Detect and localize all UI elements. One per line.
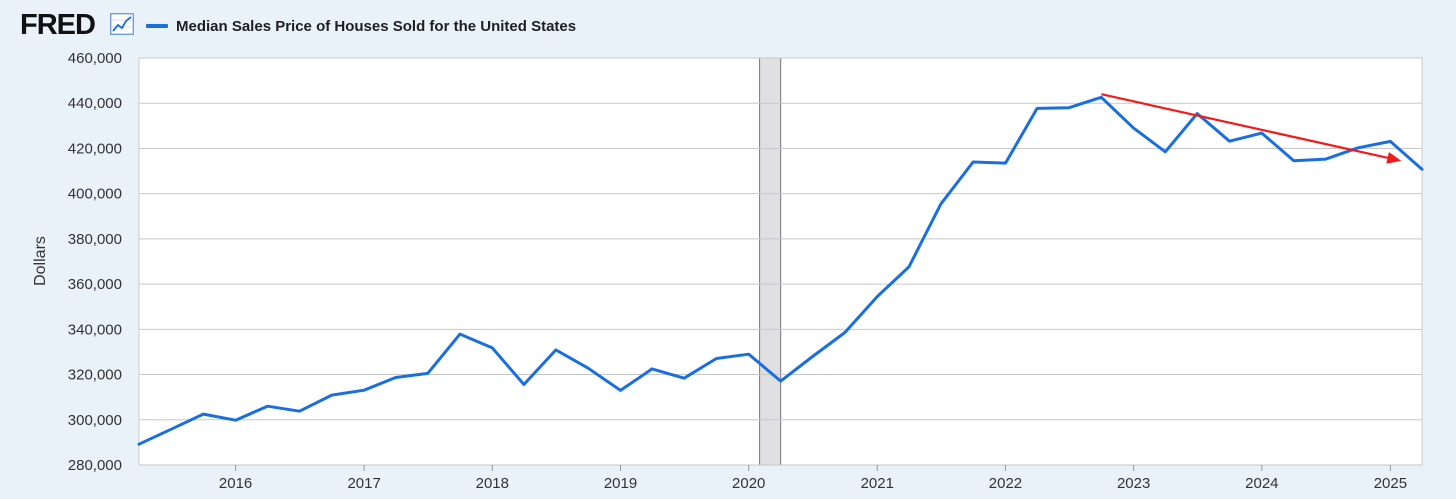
y-axis-ticks: 280,000 300,000 320,000 340,000 360,000 380,0… [68, 50, 122, 474]
y-tick-label: 460,000 [68, 50, 122, 67]
x-tick-label: 2024 [1245, 475, 1278, 492]
y-tick-label: 400,000 [68, 186, 122, 203]
x-tick-label: 2019 [604, 475, 637, 492]
x-tick-label: 2021 [861, 475, 894, 492]
series-lines [137, 95, 1424, 446]
legend-swatch [146, 24, 168, 28]
x-tick-label: 2016 [219, 475, 252, 492]
x-tick-label: 2025 [1374, 475, 1407, 492]
x-axis-ticks: 2016 2017 2018 2019 2020 2021 2022 2023 2024 2025 [219, 465, 1407, 492]
trend-arrow-head [1386, 151, 1402, 164]
legend-label: Median Sales Price of Houses Sold for th… [176, 17, 577, 35]
chart-legend[interactable]: Median Sales Price of Houses Sold for th… [146, 16, 576, 36]
y-tick-label: 320,000 [68, 367, 122, 384]
y-axis-label: Dollars [32, 236, 49, 286]
line-chart-icon [110, 13, 134, 35]
fred-logo[interactable]: FRED [20, 9, 96, 41]
x-tick-label: 2023 [1117, 475, 1150, 492]
recession-bands [759, 57, 782, 466]
x-tick-label: 2017 [347, 475, 380, 492]
y-tick-label: 280,000 [68, 457, 122, 474]
y-tick-label: 360,000 [68, 276, 122, 293]
x-tick-label: 2020 [732, 475, 765, 492]
grid-lines [139, 57, 1422, 466]
x-tick-label: 2022 [989, 475, 1022, 492]
recession-band [759, 57, 782, 466]
trend-arrow-line [1101, 93, 1388, 159]
x-tick-label: 2018 [476, 475, 509, 492]
y-tick-label: 380,000 [68, 231, 122, 248]
chart-header: FRED Median Sales Price of Houses Sold f… [0, 0, 1456, 52]
y-tick-label: 340,000 [68, 321, 122, 338]
annotations [1101, 93, 1402, 164]
y-tick-label: 420,000 [68, 140, 122, 157]
y-tick-label: 300,000 [68, 412, 122, 429]
y-tick-label: 440,000 [68, 95, 122, 112]
series-line[interactable] [137, 95, 1424, 446]
